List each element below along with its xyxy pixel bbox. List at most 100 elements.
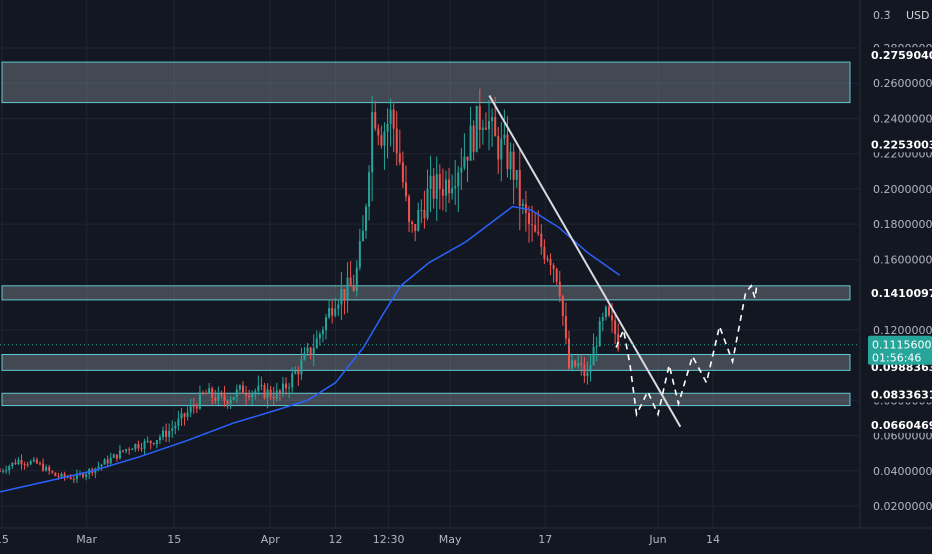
candle-body	[285, 383, 288, 389]
candle-body	[404, 182, 407, 197]
candle-body	[17, 459, 20, 465]
candle-body	[380, 135, 383, 146]
candle-body	[340, 288, 343, 305]
candle-body	[217, 392, 220, 401]
price-axis-background	[860, 0, 932, 550]
candles	[0, 88, 620, 484]
candle-body	[45, 466, 48, 471]
candle-body	[57, 475, 60, 477]
candle-body	[444, 179, 447, 196]
candle-body	[214, 397, 217, 401]
candle-body	[386, 123, 389, 132]
candle-body	[408, 196, 411, 222]
zone-rectangle[interactable]	[1, 285, 851, 301]
candle-body	[183, 413, 186, 417]
candle-body	[567, 338, 570, 369]
candle-body	[118, 450, 121, 459]
candle-body	[112, 454, 115, 458]
zones	[1, 61, 851, 407]
candle-body	[82, 473, 85, 477]
zone-rectangle[interactable]	[1, 61, 851, 104]
moving-average	[0, 205, 621, 493]
candle-body	[574, 360, 577, 367]
candle-body	[583, 364, 586, 377]
candle-body	[131, 449, 134, 451]
candle-body	[518, 170, 521, 207]
candle-body	[125, 449, 128, 452]
candle-body	[432, 175, 435, 199]
zone-rectangle[interactable]	[1, 392, 851, 407]
candle-body	[484, 127, 487, 130]
candle-body	[411, 221, 414, 224]
time-axis-background	[0, 528, 932, 550]
current-price-tag[interactable]	[868, 335, 932, 365]
candle-body	[592, 346, 595, 366]
candle-body	[607, 306, 610, 316]
price-label-background	[861, 386, 932, 403]
candle-body	[229, 399, 232, 404]
candle-body	[448, 179, 451, 194]
candle-body	[5, 470, 8, 472]
projection-path[interactable]	[615, 284, 758, 418]
candle-body	[115, 454, 118, 459]
candle-body	[232, 396, 235, 400]
candle-body	[361, 230, 364, 242]
candle-body	[75, 473, 78, 480]
candle-body	[435, 174, 438, 199]
candle-body	[328, 308, 331, 318]
candle-body	[500, 138, 503, 160]
current-price-value: 0.11156000	[872, 339, 932, 352]
time-tick-label: 17	[538, 533, 552, 546]
candle-body	[537, 231, 540, 234]
candle-body	[451, 188, 454, 194]
candle-body	[555, 268, 558, 282]
candle-body	[263, 385, 266, 399]
candle-body	[168, 430, 171, 437]
candle-body	[211, 388, 214, 398]
candle-body	[601, 317, 604, 321]
candle-body	[401, 162, 404, 183]
candle-body	[29, 461, 32, 465]
candle-body	[595, 346, 598, 348]
candle-body	[469, 125, 472, 161]
candle-body	[143, 441, 146, 449]
candle-body	[140, 448, 143, 450]
candle-body	[457, 172, 460, 187]
candle-body	[2, 470, 5, 472]
candle-body	[42, 463, 45, 471]
candle-body	[577, 363, 580, 367]
candle-body	[349, 277, 352, 287]
candle-body	[306, 347, 309, 353]
candle-body	[238, 385, 241, 390]
candle-body	[346, 277, 349, 300]
candle-body	[561, 295, 564, 317]
time-tick-label: Mar	[76, 533, 97, 546]
trendline[interactable]	[488, 95, 682, 428]
candle-body	[100, 464, 103, 467]
zone-rectangle[interactable]	[1, 354, 851, 371]
candle-body	[534, 225, 537, 232]
candle-body	[235, 389, 238, 397]
candle-body	[358, 241, 361, 268]
candle-body	[309, 347, 312, 355]
candle-body	[371, 112, 374, 173]
candle-body	[368, 172, 371, 207]
candle-body	[66, 476, 69, 478]
currency-label[interactable]: USD	[906, 9, 930, 22]
candle-body	[26, 464, 29, 466]
candle-body	[506, 134, 509, 170]
candle-body	[281, 383, 284, 394]
candle-body	[509, 151, 512, 170]
candle-body	[171, 428, 174, 431]
candle-body	[177, 418, 180, 426]
candle-body	[72, 479, 75, 481]
candle-body	[291, 373, 294, 388]
candle-body	[552, 265, 555, 269]
candle-body	[604, 306, 607, 318]
candle-body	[321, 330, 324, 335]
